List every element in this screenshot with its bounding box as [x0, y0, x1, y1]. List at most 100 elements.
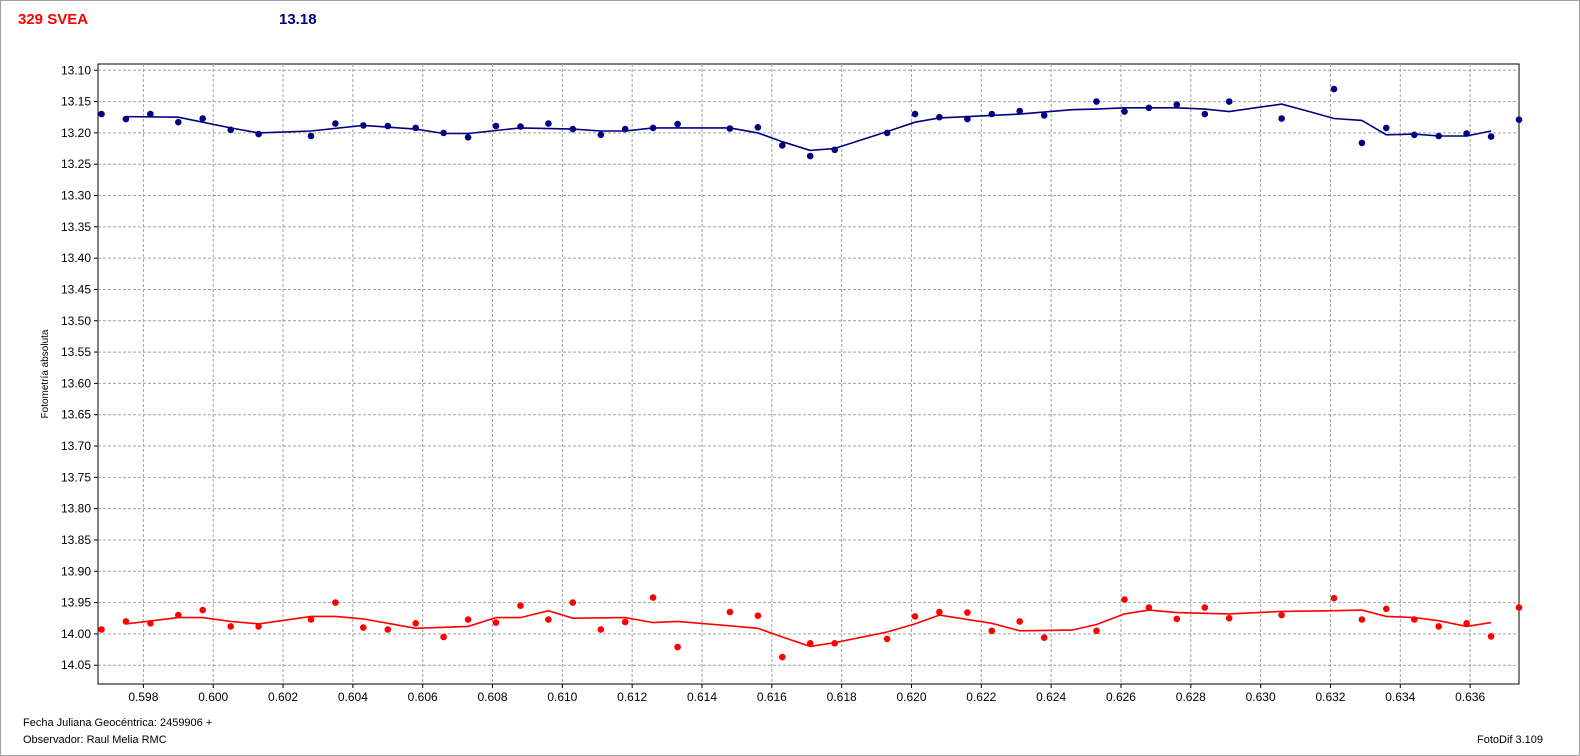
data-point — [199, 115, 206, 122]
data-point — [1016, 618, 1023, 625]
y-tick-label: 13.90 — [61, 564, 91, 578]
data-point — [1173, 101, 1181, 108]
data-point — [911, 110, 919, 118]
data-point — [806, 640, 814, 647]
data-point — [569, 599, 577, 606]
data-point — [122, 115, 130, 123]
x-tick-label: 0.636 — [1455, 690, 1485, 704]
data-point — [1278, 611, 1285, 619]
observer-label: Observador: Raul Melia RMC — [23, 734, 167, 746]
x-tick-label: 0.616 — [757, 690, 787, 704]
data-point — [360, 624, 367, 631]
data-series — [98, 85, 1523, 661]
data-point — [1358, 616, 1366, 623]
data-point — [1487, 133, 1495, 140]
data-point — [1225, 98, 1233, 105]
x-tick-label: 0.602 — [268, 690, 298, 704]
data-point — [492, 122, 500, 130]
data-point — [227, 126, 234, 134]
data-point — [936, 608, 943, 616]
axis-ticks: 13.10 13.15 13.20 13.25 13.30 13.35 13.40 13.45… — [61, 63, 1485, 704]
data-point — [621, 125, 629, 133]
plot-area — [97, 63, 1520, 685]
y-tick-label: 13.10 — [61, 63, 91, 77]
data-point — [1383, 124, 1390, 132]
data-point — [883, 129, 891, 137]
data-point — [122, 618, 130, 625]
data-point — [1173, 615, 1181, 623]
software-version-label: FotoDif 3.109 — [1477, 734, 1544, 746]
y-tick-label: 13.70 — [61, 439, 91, 453]
x-tick-label: 0.634 — [1385, 690, 1415, 704]
data-point — [649, 124, 657, 132]
data-point — [806, 152, 814, 160]
mean-magnitude-label: 13.18 — [279, 11, 317, 28]
x-tick-label: 0.618 — [827, 690, 857, 704]
data-point — [440, 129, 447, 137]
data-point — [1463, 620, 1470, 627]
data-point — [175, 118, 182, 126]
data-point — [384, 122, 392, 130]
data-point — [464, 134, 472, 141]
y-axis-title: Fotometría absoluta — [40, 329, 51, 418]
x-tick-label: 0.598 — [128, 690, 158, 704]
x-tick-label: 0.624 — [1036, 690, 1066, 704]
x-tick-label: 0.620 — [896, 690, 926, 704]
data-point — [936, 113, 943, 121]
data-point — [412, 124, 420, 132]
data-point — [98, 626, 105, 633]
data-point — [779, 142, 786, 149]
data-point — [964, 115, 971, 123]
data-point — [1201, 604, 1209, 611]
x-tick-label: 0.632 — [1315, 690, 1345, 704]
data-point — [779, 653, 786, 661]
y-tick-label: 13.45 — [61, 282, 91, 296]
data-point — [1201, 110, 1209, 118]
data-point — [1411, 616, 1418, 623]
y-tick-label: 13.80 — [61, 502, 91, 516]
data-point — [517, 602, 524, 609]
data-point — [1145, 604, 1153, 611]
data-point — [517, 123, 524, 130]
data-point — [332, 599, 339, 606]
comparison-series — [98, 85, 1523, 160]
x-tick-label: 0.610 — [547, 690, 577, 704]
y-tick-label: 14.00 — [61, 627, 91, 641]
data-point — [754, 124, 762, 131]
y-tick-label: 13.15 — [61, 95, 91, 109]
x-tick-label: 0.606 — [408, 690, 438, 704]
data-point — [332, 120, 339, 127]
data-point — [831, 640, 838, 647]
data-point — [255, 623, 262, 630]
data-point — [412, 620, 420, 627]
y-tick-label: 13.55 — [61, 345, 91, 359]
y-tick-label: 13.95 — [61, 596, 91, 610]
data-point — [964, 609, 971, 616]
y-tick-label: 13.50 — [61, 314, 91, 328]
data-point — [360, 122, 367, 129]
data-point — [307, 132, 315, 140]
data-point — [98, 110, 105, 118]
data-point — [1435, 132, 1442, 140]
y-tick-label: 13.65 — [61, 408, 91, 422]
x-tick-label: 0.628 — [1176, 690, 1206, 704]
julian-date-label: Fecha Juliana Geocéntrica: 2459906 + — [23, 717, 213, 729]
data-point — [1463, 130, 1470, 137]
data-point — [649, 594, 657, 601]
data-point — [464, 616, 472, 623]
data-point — [621, 618, 629, 626]
data-point — [988, 627, 996, 635]
data-point — [1330, 594, 1338, 602]
data-point — [1487, 633, 1495, 640]
data-point — [1515, 116, 1523, 123]
data-point — [492, 619, 500, 626]
data-point — [1435, 623, 1442, 630]
data-point — [545, 616, 552, 623]
y-tick-label: 13.20 — [61, 126, 91, 140]
y-tick-label: 13.75 — [61, 470, 91, 484]
y-tick-label: 13.85 — [61, 533, 91, 547]
data-point — [883, 635, 891, 643]
x-tick-label: 0.626 — [1106, 690, 1136, 704]
data-point — [1016, 107, 1023, 115]
data-point — [569, 125, 577, 133]
